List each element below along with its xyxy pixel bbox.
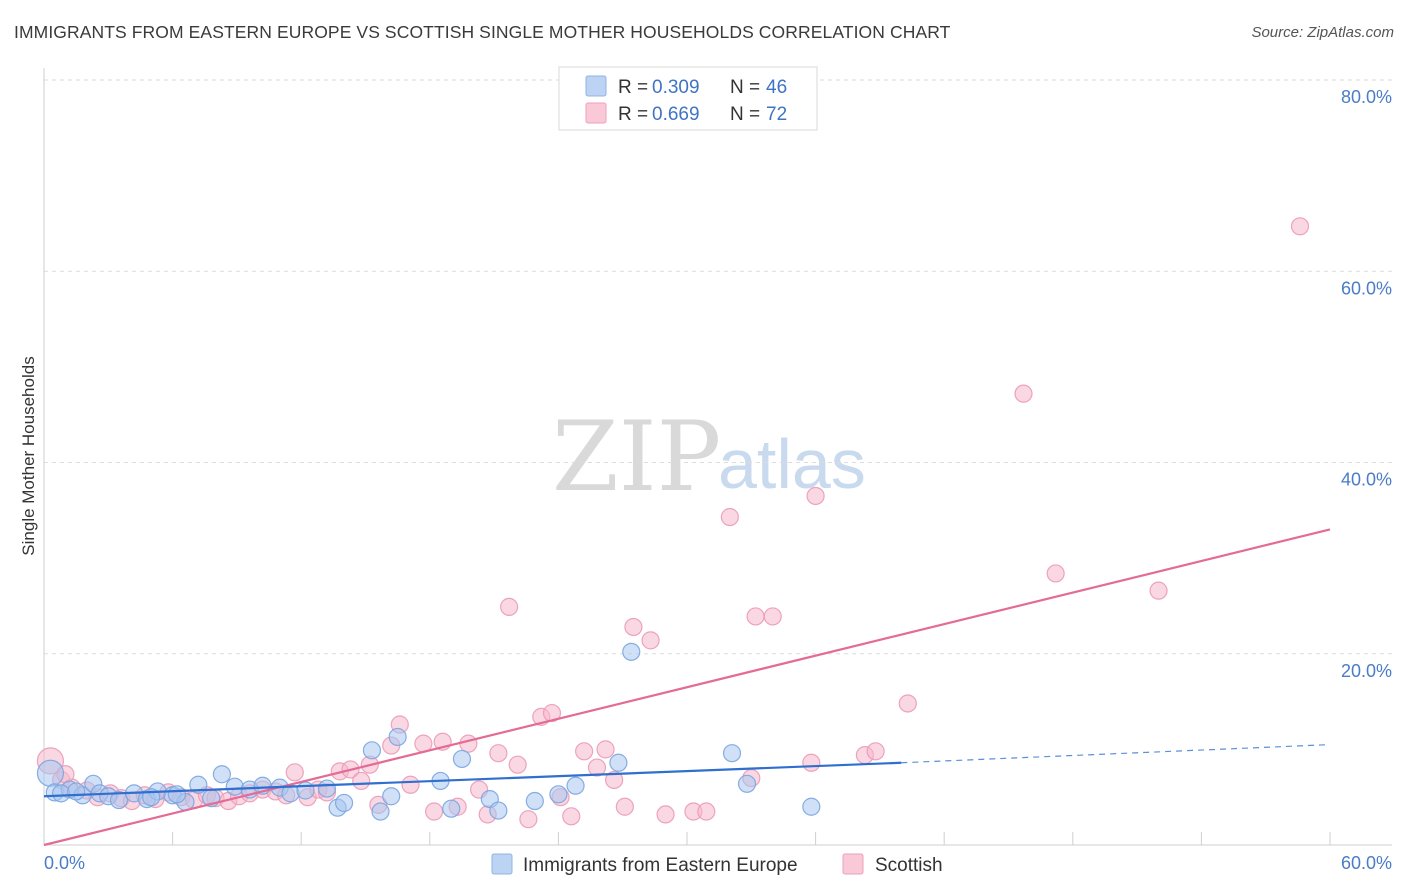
- scottish-point: [641, 631, 660, 650]
- grid: [44, 79, 1392, 655]
- legend-r-value-1: 0.309: [652, 77, 700, 98]
- scottish-point: [802, 753, 821, 772]
- eastern-europe-point: [382, 787, 401, 806]
- x-tick-label-max: 60.0%: [1341, 853, 1392, 873]
- bottom-legend: Immigrants from Eastern Europe Scottish: [491, 853, 943, 876]
- legend-swatch-blue: [585, 75, 607, 97]
- chart-title: IMMIGRANTS FROM EASTERN EUROPE VS SCOTTI…: [14, 22, 951, 42]
- eastern-europe-point: [296, 781, 315, 800]
- scottish-point: [500, 597, 519, 616]
- scottish-point: [519, 810, 538, 829]
- scottish-point: [866, 742, 885, 761]
- eastern-europe-point: [36, 759, 65, 787]
- eastern-europe-point: [489, 801, 508, 820]
- y-tick-label-60: 60.0%: [1341, 278, 1392, 298]
- eastern-europe-point: [67, 782, 86, 801]
- scottish-point: [508, 755, 527, 774]
- scottish-point: [720, 507, 739, 527]
- eastern-europe-point: [442, 799, 461, 818]
- scottish-point: [1290, 217, 1310, 236]
- eastern-europe-point: [212, 765, 231, 784]
- bottom-legend-swatch-blue: [491, 853, 513, 875]
- scottish-point: [401, 775, 420, 794]
- y-tick-labels: 20.0% 40.0% 60.0% 80.0%: [1341, 87, 1392, 681]
- scottish-point: [1149, 581, 1168, 600]
- scottish-point: [587, 758, 607, 777]
- watermark-zip: ZIP: [552, 401, 721, 513]
- scottish-point: [596, 740, 615, 759]
- scottish-point: [459, 734, 478, 753]
- scottish-point: [763, 607, 782, 626]
- trend-line-eastern-europe: [43, 761, 902, 798]
- y-tick-label-40: 40.0%: [1341, 470, 1392, 490]
- eastern-europe-point: [452, 749, 472, 769]
- eastern-europe-point: [334, 793, 354, 813]
- y-tick-label-20: 20.0%: [1341, 661, 1392, 681]
- scottish-point: [562, 807, 581, 826]
- bottom-legend-label-scottish: Scottish: [875, 855, 943, 876]
- legend-r-value-2: 0.669: [652, 104, 700, 125]
- series-eastern-europe-points: [36, 642, 821, 821]
- x-tick-marks: [43, 832, 1331, 845]
- eastern-europe-point: [362, 741, 382, 760]
- eastern-europe-point: [737, 774, 757, 793]
- eastern-europe-point: [167, 785, 186, 804]
- eastern-europe-point: [802, 797, 821, 816]
- scottish-point: [542, 703, 562, 723]
- eastern-europe-point: [317, 779, 337, 798]
- scottish-point: [605, 770, 624, 790]
- legend-r-label-2: R =: [618, 104, 648, 125]
- source-label: Source: ZipAtlas.com: [1251, 24, 1394, 41]
- eastern-europe-point: [566, 776, 585, 795]
- scottish-point: [615, 797, 634, 816]
- scottish-point: [656, 805, 675, 824]
- scottish-point: [746, 607, 765, 626]
- legend-n-value-1: 46: [766, 77, 787, 98]
- scottish-point: [285, 763, 304, 782]
- scottish-point: [489, 744, 508, 763]
- legend-n-label-2: N =: [730, 104, 760, 125]
- bottom-legend-swatch-pink: [842, 853, 864, 875]
- legend-swatch-pink: [585, 102, 607, 124]
- y-tick-label-80: 80.0%: [1341, 87, 1392, 107]
- scottish-point: [624, 617, 643, 637]
- watermark-atlas: atlas: [718, 425, 866, 503]
- scottish-point: [424, 802, 444, 821]
- trend-line-eastern-europe-extension: [901, 743, 1331, 764]
- scottish-point: [1014, 384, 1033, 403]
- scottish-point: [697, 802, 716, 821]
- scottish-point: [1046, 564, 1065, 583]
- eastern-europe-point: [388, 727, 407, 747]
- scottish-point: [352, 771, 371, 791]
- scottish-point: [898, 694, 917, 713]
- series-scottish-points: [36, 217, 1310, 829]
- legend: R = 0.309 N = 46 R = 0.669 N = 72: [558, 66, 818, 131]
- eastern-europe-point: [525, 791, 544, 811]
- eastern-europe-point: [549, 785, 568, 804]
- y-axis-label: Single Mother Households: [19, 356, 38, 555]
- eastern-europe-point: [225, 777, 244, 796]
- eastern-europe-point: [622, 642, 641, 661]
- trend-lines: [43, 528, 1331, 847]
- legend-r-label-1: R =: [618, 77, 648, 98]
- eastern-europe-point: [109, 790, 129, 810]
- eastern-europe-point: [722, 744, 742, 763]
- legend-n-label-1: N =: [730, 77, 760, 98]
- scottish-point: [806, 486, 825, 506]
- legend-n-value-2: 72: [766, 104, 787, 125]
- eastern-europe-point: [371, 802, 390, 821]
- trend-line-scottish: [43, 528, 1331, 847]
- x-tick-label-min: 0.0%: [44, 853, 85, 873]
- eastern-europe-point: [52, 784, 71, 803]
- eastern-europe-point: [609, 753, 628, 772]
- bottom-legend-label-eastern-europe: Immigrants from Eastern Europe: [523, 855, 798, 876]
- scottish-point: [575, 742, 594, 761]
